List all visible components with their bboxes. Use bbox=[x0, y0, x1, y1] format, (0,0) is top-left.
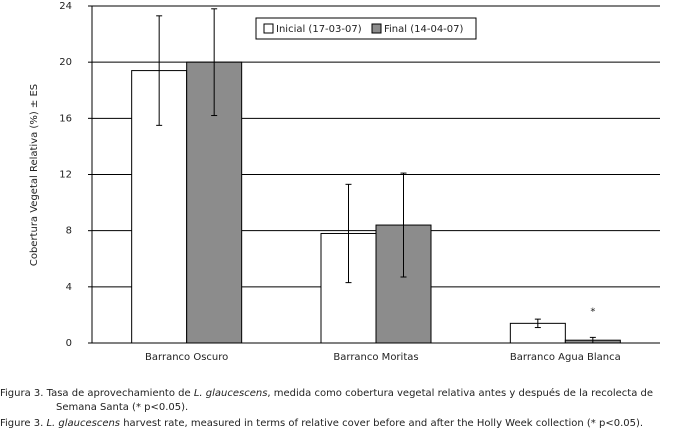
y-axis-label: Cobertura Vegetal Relativa (%) ± ES bbox=[29, 84, 40, 266]
caption-text: Figure 3. bbox=[0, 418, 47, 429]
y-tick-label: 8 bbox=[66, 226, 72, 237]
caption-text: Figura 3. Tasa de aprovechamiento de bbox=[0, 388, 194, 399]
caption-species: L. glaucescens bbox=[193, 388, 268, 399]
legend-swatch bbox=[263, 23, 274, 34]
y-tick-label: 0 bbox=[66, 338, 72, 349]
x-tick-label: Barranco Agua Blanca bbox=[510, 352, 621, 363]
y-tick-label: 20 bbox=[59, 57, 72, 68]
y-tick-label: 4 bbox=[66, 282, 72, 293]
caption-es-cont: Semana Santa (* p<0.05). bbox=[56, 402, 188, 413]
caption-text: Semana Santa (* p<0.05). bbox=[56, 402, 189, 413]
chart: Cobertura Vegetal Relativa (%) ± ES 0 4 8 1… bbox=[29, 1, 660, 363]
y-tick-label: 24 bbox=[59, 1, 72, 12]
x-tick-label: Barranco Oscuro bbox=[145, 352, 228, 363]
x-tick-label: Barranco Moritas bbox=[333, 352, 418, 363]
legend-box bbox=[255, 17, 477, 40]
caption-en: Figure 3. L. glaucescens harvest rate, m… bbox=[0, 418, 643, 429]
caption-es: Figura 3. Tasa de aprovechamiento de L. … bbox=[0, 388, 653, 399]
caption-text: harvest rate, measured in terms of relat… bbox=[120, 418, 644, 429]
legend-label: Inicial (17-03-07) bbox=[276, 24, 362, 35]
caption-species: L. glaucescens bbox=[46, 418, 121, 429]
y-tick-label: 12 bbox=[59, 170, 72, 181]
y-tick-label: 16 bbox=[59, 113, 72, 124]
legend-swatch bbox=[371, 23, 382, 34]
caption-text: , medida como cobertura vegetal relativa… bbox=[267, 388, 654, 399]
significance-label: * bbox=[590, 306, 595, 317]
legend-label: Final (14-04-07) bbox=[384, 24, 464, 35]
